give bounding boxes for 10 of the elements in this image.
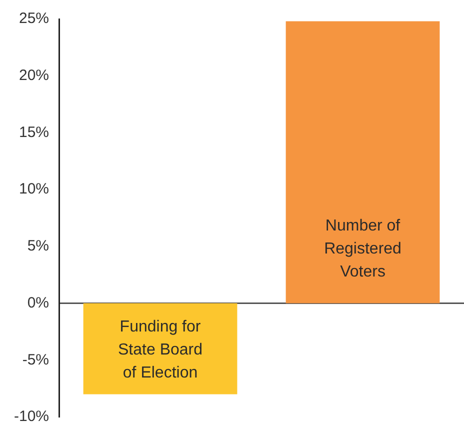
- x-tick-label: Number of Registered Voters: [324, 218, 402, 281]
- y-tick-label: 15%: [18, 124, 50, 141]
- y-tick-label: 20%: [18, 67, 50, 84]
- y-tick-label: -5%: [22, 351, 50, 368]
- y-tick-label: 10%: [18, 180, 50, 198]
- y-tick-label: 25%: [18, 10, 50, 28]
- y-tick-label: 5%: [27, 238, 50, 255]
- y-tick-label: 0%: [27, 294, 50, 312]
- y-tick-label: -10%: [14, 408, 50, 426]
- x-tick-label: Funding for State Board of Election: [118, 318, 203, 382]
